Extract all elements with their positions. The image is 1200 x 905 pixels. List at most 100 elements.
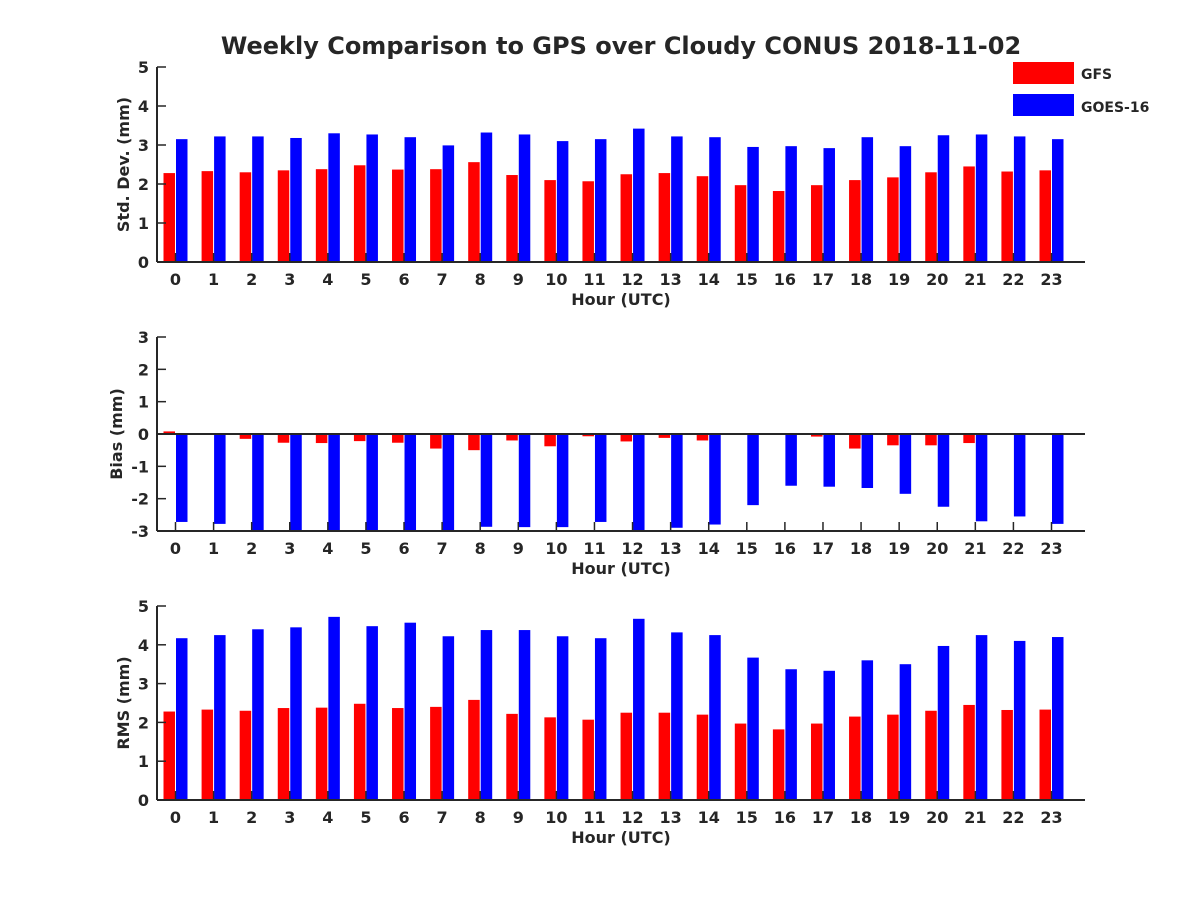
bar-gfs-hour-9 [506, 713, 518, 800]
bar-gfs-hour-0 [163, 173, 175, 262]
series-goes-16 [176, 434, 1064, 531]
x-tick-label: 20 [926, 539, 948, 558]
x-tick-label: 13 [659, 539, 681, 558]
bar-goes-16-hour-0 [176, 638, 188, 800]
x-tick-label: 19 [888, 808, 910, 827]
y-tick-label: 1 [138, 393, 149, 412]
x-tick-label: 9 [513, 270, 524, 289]
bar-gfs-hour-23 [1039, 170, 1051, 262]
x-tick-label: 20 [926, 808, 948, 827]
bar-goes-16-hour-22 [1013, 434, 1026, 517]
bar-goes-16-hour-11 [594, 139, 607, 262]
x-tick-label: 22 [1002, 539, 1024, 558]
x-tick-label: 5 [360, 539, 371, 558]
x-tick-label: 16 [774, 270, 796, 289]
x-tick-label: 16 [774, 539, 796, 558]
bar-goes-16-hour-2 [252, 434, 264, 531]
x-tick-label: 12 [621, 808, 643, 827]
bar-gfs-hour-13 [658, 434, 671, 438]
bar-goes-16-hour-7 [442, 434, 455, 531]
bar-goes-16-hour-2 [252, 629, 264, 800]
bar-gfs-hour-9 [506, 434, 518, 441]
x-tick-label: 14 [698, 270, 720, 289]
bar-goes-16-hour-19 [899, 434, 912, 494]
bar-goes-16-hour-18 [861, 660, 874, 800]
bar-goes-16-hour-0 [176, 139, 188, 262]
bar-gfs-hour-8 [468, 434, 480, 451]
series-gfs [163, 431, 1051, 451]
bar-goes-16-hour-15 [747, 657, 759, 800]
x-tick-label: 7 [437, 539, 448, 558]
bar-gfs-hour-5 [353, 703, 366, 800]
legend: GFS GOES-16 [1013, 62, 1149, 116]
bar-gfs-hour-6 [392, 434, 404, 443]
bar-goes-16-hour-21 [975, 134, 988, 262]
bar-gfs-hour-2 [239, 710, 252, 800]
y-tick-label: 0 [138, 425, 149, 444]
bar-goes-16-hour-1 [214, 136, 226, 262]
x-tick-label: 4 [322, 270, 333, 289]
y-tick-label: -2 [131, 490, 149, 509]
bar-gfs-hour-7 [430, 169, 442, 262]
bar-gfs-hour-4 [315, 707, 328, 800]
x-tick-label: 16 [774, 808, 796, 827]
x-tick-label: 14 [698, 808, 720, 827]
bar-gfs-hour-4 [315, 169, 328, 262]
bar-gfs-hour-7 [430, 706, 442, 800]
legend-label-goes-16: GOES-16 [1081, 100, 1149, 116]
legend-swatch-gfs [1013, 62, 1074, 84]
x-axis-label: Hour (UTC) [571, 559, 671, 578]
bar-goes-16-hour-7 [442, 145, 455, 262]
x-tick-label: 2 [246, 808, 257, 827]
series-goes-16 [176, 616, 1064, 800]
bar-gfs-hour-20 [925, 434, 937, 446]
bar-goes-16-hour-20 [937, 135, 950, 262]
bar-goes-16-hour-18 [861, 434, 874, 488]
x-tick-label: 18 [850, 539, 872, 558]
bar-gfs-hour-22 [1001, 709, 1013, 800]
x-tick-label: 8 [475, 808, 486, 827]
bar-goes-16-hour-4 [328, 133, 340, 262]
bar-goes-16-hour-3 [290, 627, 302, 800]
x-tick-label: 17 [812, 808, 834, 827]
bar-gfs-hour-4 [315, 434, 328, 444]
x-tick-label: 5 [360, 808, 371, 827]
bar-goes-16-hour-4 [328, 616, 340, 800]
bar-goes-16-hour-16 [785, 146, 797, 262]
x-tick-label: 10 [545, 808, 567, 827]
bar-gfs-hour-22 [1001, 171, 1013, 262]
bar-gfs-hour-3 [277, 170, 290, 262]
bar-goes-16-hour-13 [671, 136, 683, 262]
bar-goes-16-hour-6 [404, 622, 417, 800]
bar-goes-16-hour-3 [290, 434, 302, 531]
y-tick-label: 5 [138, 597, 149, 616]
x-tick-label: 9 [513, 808, 524, 827]
bar-goes-16-hour-6 [404, 434, 417, 531]
bar-goes-16-hour-14 [709, 137, 721, 262]
x-tick-label: 12 [621, 270, 643, 289]
x-tick-label: 21 [964, 539, 986, 558]
legend-swatch-goes-16 [1013, 94, 1074, 116]
bar-gfs-hour-10 [544, 180, 556, 262]
x-tick-label: 20 [926, 270, 948, 289]
x-tick-label: 7 [437, 808, 448, 827]
bar-gfs-hour-1 [201, 709, 214, 800]
y-tick-label: 4 [138, 636, 149, 655]
y-tick-label: 0 [138, 253, 149, 272]
x-tick-label: 2 [246, 539, 257, 558]
bar-gfs-hour-18 [849, 180, 861, 262]
bar-goes-16-hour-21 [975, 434, 988, 522]
bar-goes-16-hour-1 [214, 434, 226, 524]
bar-goes-16-hour-0 [176, 434, 188, 522]
bar-goes-16-hour-8 [480, 630, 493, 800]
bar-gfs-hour-21 [963, 434, 975, 444]
bar-gfs-hour-10 [544, 717, 556, 800]
series-gfs [163, 699, 1051, 800]
bar-goes-16-hour-21 [975, 635, 988, 800]
y-tick-label: 2 [138, 360, 149, 379]
x-tick-label: 23 [1040, 539, 1062, 558]
bar-gfs-hour-1 [201, 171, 214, 262]
x-tick-label: 0 [170, 808, 181, 827]
bar-gfs-hour-2 [239, 434, 252, 439]
